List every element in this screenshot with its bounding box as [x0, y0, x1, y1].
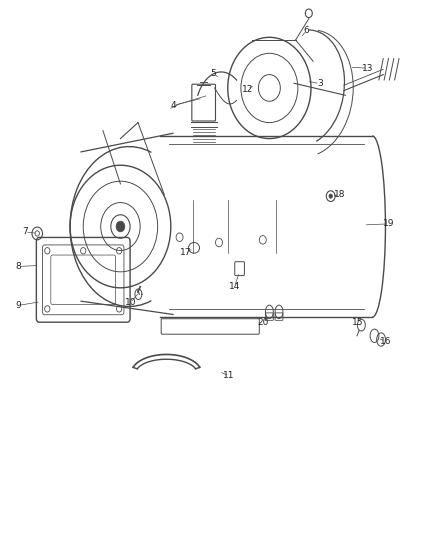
FancyArrowPatch shape [294, 83, 346, 95]
Text: 14: 14 [229, 282, 240, 291]
Text: 20: 20 [257, 318, 268, 327]
Text: 7: 7 [22, 228, 28, 236]
Text: 5: 5 [210, 69, 216, 78]
Text: 16: 16 [380, 337, 391, 345]
Circle shape [116, 221, 125, 232]
Text: 18: 18 [334, 190, 345, 199]
Text: 19: 19 [383, 220, 395, 228]
Text: 3: 3 [317, 79, 323, 88]
Text: 15: 15 [352, 318, 364, 327]
Text: 9: 9 [15, 301, 21, 310]
Text: 13: 13 [362, 64, 374, 72]
Text: 12: 12 [242, 85, 253, 93]
Circle shape [329, 194, 332, 198]
Text: 10: 10 [125, 298, 136, 307]
Text: 8: 8 [15, 262, 21, 271]
Text: 4: 4 [170, 101, 176, 110]
Text: 6: 6 [304, 26, 310, 35]
Text: 17: 17 [180, 248, 192, 256]
Text: 11: 11 [223, 372, 235, 380]
